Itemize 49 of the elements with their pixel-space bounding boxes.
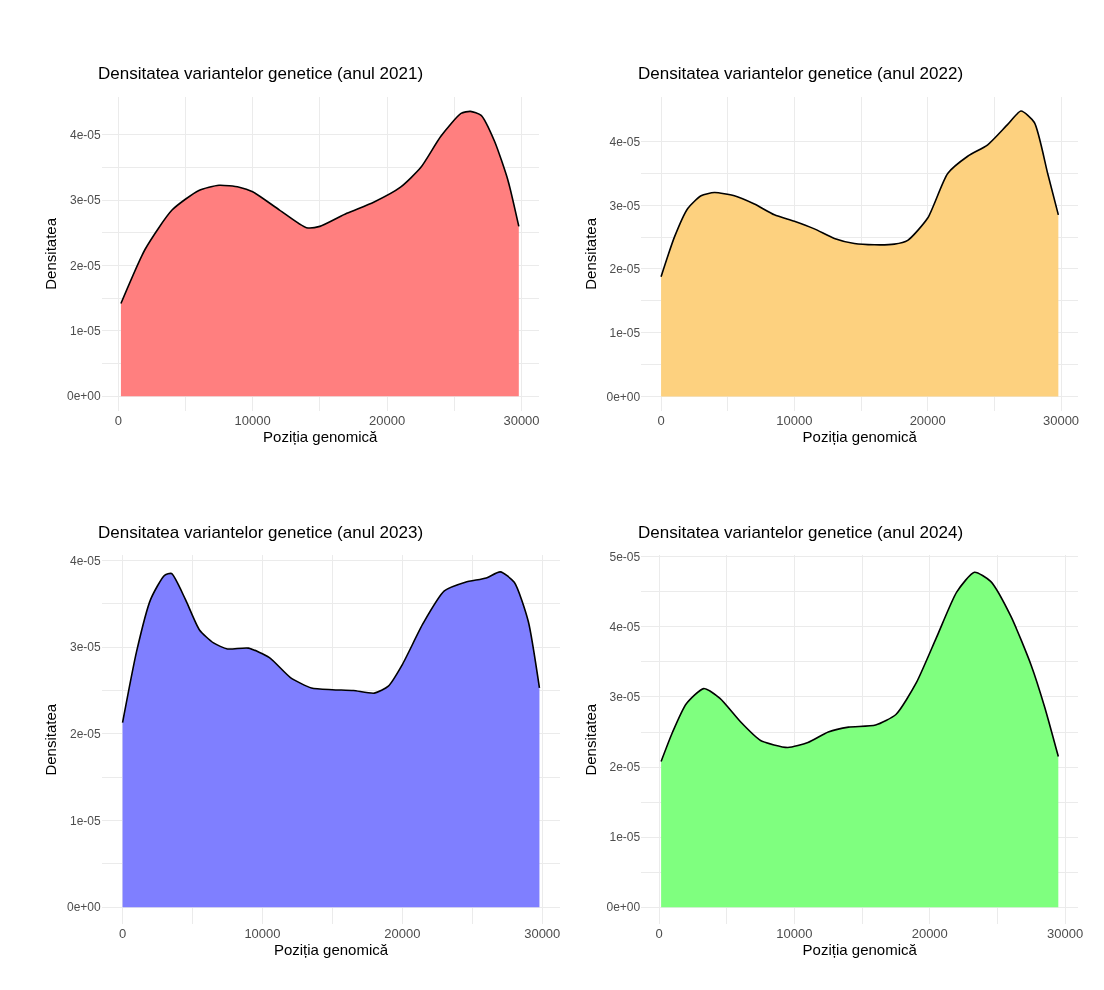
y-tick-label: 2e-05 [70, 727, 102, 742]
chart-title: Densitatea variantelor genetice (anul 2023) [98, 523, 424, 542]
x-axis-title: Poziția genomică [802, 941, 918, 959]
x-axis-title: Poziția genomică [802, 427, 918, 445]
x-tick-label: 20000 [909, 412, 946, 428]
y-tick-label: 1e-05 [70, 813, 102, 828]
y-tick-label: 2e-05 [609, 760, 641, 775]
y-tick-label: 1e-05 [70, 324, 102, 339]
y-tick-label: 0e+00 [606, 900, 641, 915]
y-tick-label: 4e-05 [70, 553, 102, 568]
y-tick-label: 1e-05 [609, 830, 641, 845]
x-tick-label: 0 [118, 926, 127, 942]
x-tick-label: 30000 [503, 412, 540, 428]
chart-title: Densitatea variantelor genetice (anul 2021) [98, 64, 424, 83]
x-tick-label: 20000 [384, 926, 421, 942]
y-tick-label: 3e-05 [70, 193, 102, 208]
y-tick-label: 4e-05 [609, 620, 641, 635]
x-tick-label: 20000 [369, 412, 406, 428]
y-tick-label: 4e-05 [609, 134, 641, 149]
y-tick-label: 3e-05 [70, 640, 102, 655]
x-tick-label: 10000 [234, 412, 271, 428]
x-tick-label: 20000 [911, 926, 948, 942]
x-axis-title: Poziția genomică [263, 427, 378, 445]
y-tick-label: 0e+00 [67, 900, 102, 915]
x-tick-label: 0 [655, 926, 663, 942]
y-tick-label: 2e-05 [70, 258, 102, 273]
y-axis-title: Densitatea [581, 703, 599, 776]
y-tick-label: 1e-05 [609, 325, 641, 340]
chart-title: Densitatea variantelor genetice (anul 2024) [638, 523, 964, 542]
y-tick-label: 5e-05 [609, 550, 641, 564]
y-tick-label: 0e+00 [606, 389, 641, 404]
y-axis-title: Densitatea [42, 217, 60, 290]
x-axis-title: Poziția genomică [273, 941, 389, 959]
y-tick-label: 3e-05 [609, 690, 641, 705]
x-tick-label: 10000 [244, 926, 281, 942]
chart-title: Densitatea variantelor genetice (anul 2022) [638, 64, 964, 83]
y-tick-label: 4e-05 [70, 128, 102, 143]
x-tick-label: 30000 [1042, 412, 1080, 428]
x-tick-label: 10000 [776, 412, 813, 428]
x-tick-label: 10000 [776, 926, 813, 942]
x-tick-label: 30000 [1047, 926, 1084, 942]
y-axis-title: Densitatea [581, 217, 599, 290]
y-tick-label: 2e-05 [609, 262, 641, 277]
y-tick-label: 3e-05 [609, 198, 641, 213]
x-tick-label: 0 [657, 412, 665, 428]
y-tick-label: 0e+00 [67, 389, 102, 404]
x-tick-label: 30000 [524, 926, 561, 942]
y-axis-title: Densitatea [42, 703, 60, 776]
x-tick-label: 0 [114, 412, 122, 428]
